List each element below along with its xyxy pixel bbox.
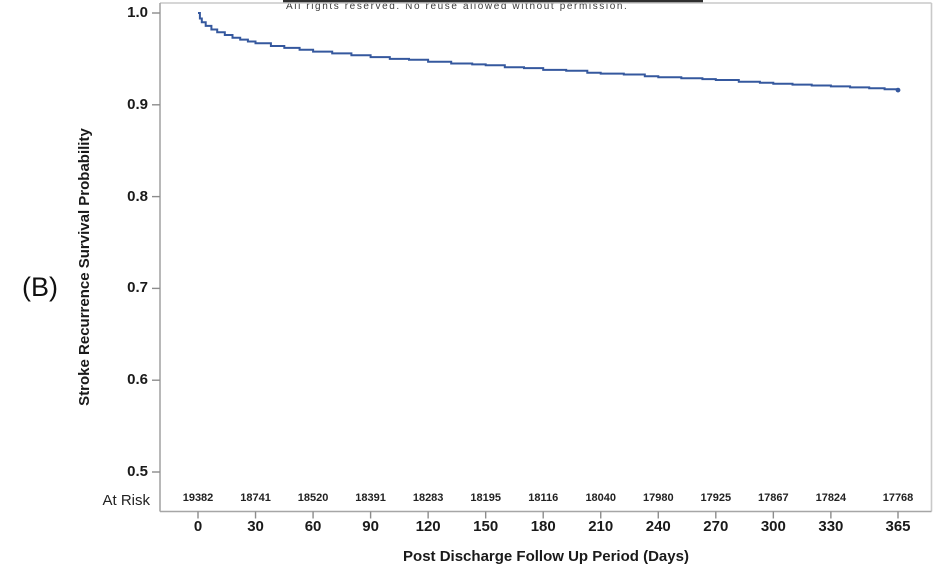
at-risk-count: 19382 bbox=[182, 492, 214, 504]
at-risk-count: 18520 bbox=[297, 492, 329, 504]
at-risk-count: 17925 bbox=[700, 492, 732, 504]
at-risk-count: 18391 bbox=[355, 492, 386, 504]
survival-curve bbox=[198, 12, 899, 91]
y-tick-label: 0.9 bbox=[127, 95, 148, 113]
x-tick-label: 30 bbox=[247, 518, 264, 535]
x-tick-label: 180 bbox=[530, 518, 556, 535]
at-risk-label: At Risk bbox=[102, 492, 150, 509]
x-tick-label: 300 bbox=[760, 518, 786, 535]
at-risk-count: 17768 bbox=[882, 492, 914, 504]
x-tick-label: 210 bbox=[588, 518, 614, 535]
panel-label: (B) bbox=[22, 272, 58, 302]
x-tick-label: 150 bbox=[473, 518, 499, 535]
x-axis-title: Post Discharge Follow Up Period (Days) bbox=[403, 548, 689, 565]
at-risk-count: 18116 bbox=[528, 492, 559, 504]
y-tick-label: 0.6 bbox=[127, 371, 148, 389]
y-tick-label: 0.8 bbox=[127, 187, 148, 205]
at-risk-count: 18283 bbox=[412, 492, 444, 504]
at-risk-count: 17824 bbox=[815, 492, 847, 504]
watermark-cutoff-line bbox=[283, 0, 703, 3]
x-tick-label: 60 bbox=[304, 518, 322, 535]
at-risk-count: 18741 bbox=[240, 492, 271, 504]
x-tick-label: 0 bbox=[193, 518, 203, 535]
at-risk-count: 18195 bbox=[470, 492, 501, 504]
curve-end-marker bbox=[895, 87, 901, 93]
x-tick-label: 330 bbox=[818, 518, 844, 535]
x-tick-label: 270 bbox=[703, 518, 729, 535]
x-tick-label: 120 bbox=[415, 518, 441, 535]
at-risk-count: 18040 bbox=[585, 492, 617, 504]
x-tick-label: 365 bbox=[885, 518, 911, 535]
at-risk-count: 17867 bbox=[758, 492, 789, 504]
watermark-text: All rights reserved. No reuse allowed wi… bbox=[286, 2, 629, 11]
x-tick-label: 240 bbox=[645, 518, 671, 535]
at-risk-count: 17980 bbox=[642, 492, 674, 504]
x-tick-label: 90 bbox=[362, 518, 379, 535]
y-tick-label: 0.7 bbox=[127, 279, 148, 297]
y-tick-label: 0.5 bbox=[127, 463, 148, 480]
y-tick-label: 1.0 bbox=[127, 4, 148, 21]
